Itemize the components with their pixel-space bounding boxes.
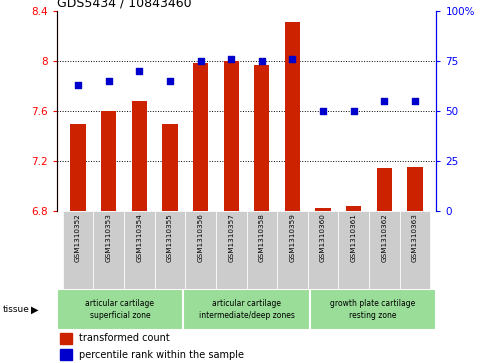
Bar — [369, 211, 399, 289]
Bar — [124, 211, 155, 289]
Bar — [70, 125, 86, 211]
Text: tissue: tissue — [2, 305, 30, 314]
Bar — [185, 211, 216, 289]
Bar — [246, 211, 277, 289]
Bar — [101, 111, 116, 211]
Point — [74, 82, 82, 87]
Text: percentile rank within the sample: percentile rank within the sample — [79, 350, 245, 360]
Text: GSM1310356: GSM1310356 — [198, 213, 204, 262]
Point — [380, 98, 388, 103]
Point — [350, 108, 357, 114]
Point — [136, 68, 143, 74]
Bar — [277, 211, 308, 289]
Bar — [132, 101, 147, 211]
Bar — [61, 333, 72, 344]
Bar — [223, 61, 239, 211]
Text: transformed count: transformed count — [79, 334, 170, 343]
Bar — [346, 205, 361, 211]
Text: GSM1310355: GSM1310355 — [167, 213, 173, 262]
Text: GSM1310353: GSM1310353 — [106, 213, 112, 262]
Bar — [193, 63, 208, 211]
Point — [258, 58, 266, 64]
Text: articular cartilage
intermediate/deep zones: articular cartilage intermediate/deep zo… — [199, 299, 294, 319]
Text: GSM1310354: GSM1310354 — [137, 213, 142, 262]
Text: GSM1310352: GSM1310352 — [75, 213, 81, 262]
Text: GSM1310362: GSM1310362 — [381, 213, 387, 262]
Point — [227, 56, 235, 62]
Bar — [308, 211, 338, 289]
Point — [288, 56, 296, 62]
Text: GSM1310361: GSM1310361 — [351, 213, 356, 262]
Bar — [216, 211, 246, 289]
Bar — [94, 211, 124, 289]
Text: GDS5434 / 10843460: GDS5434 / 10843460 — [57, 0, 191, 10]
Bar — [63, 211, 94, 289]
Bar — [57, 289, 183, 330]
Bar — [399, 211, 430, 289]
Bar — [377, 168, 392, 211]
Text: GSM1310360: GSM1310360 — [320, 213, 326, 262]
Point — [197, 58, 205, 64]
Bar — [310, 289, 436, 330]
Bar — [61, 349, 72, 360]
Text: articular cartilage
superficial zone: articular cartilage superficial zone — [85, 299, 154, 319]
Bar — [316, 208, 331, 211]
Point — [319, 108, 327, 114]
Text: GSM1310363: GSM1310363 — [412, 213, 418, 262]
Bar — [155, 211, 185, 289]
Text: GSM1310357: GSM1310357 — [228, 213, 234, 262]
Bar — [183, 289, 310, 330]
Bar — [407, 167, 423, 211]
Text: GSM1310359: GSM1310359 — [289, 213, 295, 262]
Bar — [162, 125, 177, 211]
Bar — [285, 22, 300, 211]
Point — [166, 78, 174, 83]
Text: GSM1310358: GSM1310358 — [259, 213, 265, 262]
Bar — [254, 65, 270, 211]
Point — [411, 98, 419, 103]
Text: ▶: ▶ — [31, 304, 38, 314]
Text: growth plate cartilage
resting zone: growth plate cartilage resting zone — [330, 299, 416, 319]
Point — [105, 78, 113, 83]
Bar — [338, 211, 369, 289]
